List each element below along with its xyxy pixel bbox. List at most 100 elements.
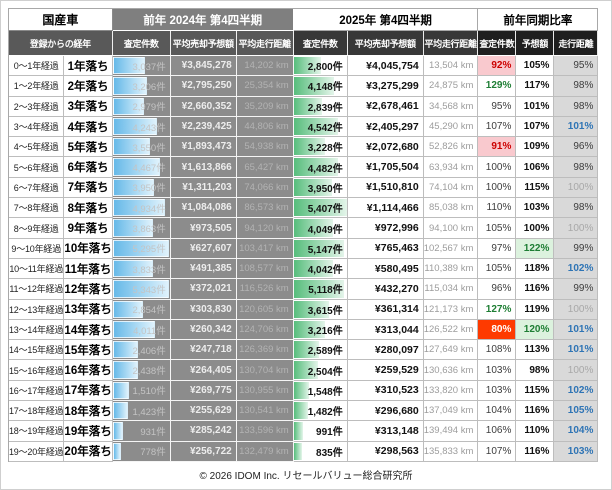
curr-count-cell: 3,216件 [293, 319, 348, 341]
curr-period-header: 2025年 第4四半期 [293, 9, 479, 31]
table-row: 12〜13年経過 13年落ち 2,854件 ¥303,830 120,605 k… [9, 299, 599, 320]
age-label-cell: 16年落ち [64, 360, 113, 381]
curr-count-bar [293, 117, 339, 136]
category-title: 国産車 [9, 9, 113, 31]
age-label-cell: 14年落ち [64, 319, 113, 341]
curr-count-cell: 2,589件 [293, 340, 348, 361]
ratio-count-cell: 97% [478, 238, 517, 259]
ratio-count-cell: 105% [478, 258, 517, 280]
prev-mileage-cell: 54,938 km [236, 137, 294, 158]
prev-mileage-cell: 132,479 km [236, 441, 294, 462]
curr-count-cell: 2,839件 [307, 102, 343, 114]
curr-count-cell: 3,950件 [293, 177, 348, 199]
ratio-price-header: 予想額 [516, 31, 555, 56]
prev-mileage-cell: 108,577 km [236, 258, 294, 280]
curr-count-cell: 4,542件 [293, 116, 348, 138]
curr-price-cell: ¥298,563 [347, 441, 424, 462]
prev-mileage-cell: 35,209 km [236, 96, 294, 117]
prev-price-cell: ¥285,242 [170, 421, 237, 442]
prev-count-cell: 2,979件 [112, 96, 171, 117]
curr-mileage-cell: 133,820 km [423, 380, 479, 402]
age-label-cell: 13年落ち [64, 299, 113, 320]
curr-price-cell: ¥972,996 [347, 218, 424, 239]
prev-mileage-cell: 133,596 km [236, 421, 294, 442]
prev-count-cell: 1,510件 [132, 386, 166, 398]
curr-count-cell: 835件 [293, 441, 348, 462]
prev-count-cell: 2,406件 [112, 340, 171, 361]
curr-count-bar [293, 341, 320, 359]
prev-count-cell: 5,295件 [132, 244, 166, 256]
curr-count-bar [293, 199, 347, 217]
prev-count-cell: 4,011件 [133, 325, 166, 337]
prev-count-cell: 3,950件 [112, 177, 171, 199]
curr-count-bar [293, 57, 322, 75]
prev-mileage-cell: 86,573 km [236, 198, 294, 219]
curr-price-cell: ¥259,529 [347, 360, 424, 381]
prev-mileage-cell: 94,120 km [236, 218, 294, 239]
curr-count-bar [293, 361, 319, 379]
curr-count-cell: 2,800件 [293, 56, 348, 77]
curr-count-cell: 3,615件 [293, 299, 348, 320]
curr-price-cell: ¥1,510,810 [347, 177, 424, 199]
ratio-price-cell: 116% [516, 401, 555, 422]
curr-mileage-cell: 115,034 km [423, 279, 479, 300]
curr-mileage-cell: 139,494 km [423, 421, 479, 442]
prev-price-cell: ¥269,775 [170, 380, 237, 402]
curr-count-bar [293, 280, 344, 298]
age-range-cell: 19〜20年経過 [9, 441, 65, 462]
ratio-mileage-cell: 105% [554, 401, 599, 422]
ratio-price-cell: 110% [516, 421, 555, 442]
age-label-cell: 17年落ち [64, 380, 113, 402]
ratio-mileage-cell: 99% [554, 279, 599, 300]
curr-price-cell: ¥2,405,297 [347, 116, 424, 138]
ratio-count-cell: 110% [478, 198, 517, 219]
prev-count-cell: 2,854件 [112, 299, 171, 320]
ratio-count-cell: 107% [478, 116, 517, 138]
curr-count-cell: 991件 [316, 427, 343, 439]
prev-count-cell: 4,243件 [132, 122, 166, 134]
curr-count-bar [293, 320, 326, 339]
curr-count-bar [293, 442, 302, 460]
curr-count-cell: 1,482件 [293, 401, 348, 422]
curr-count-cell: 3,228件 [293, 137, 348, 158]
prev-count-cell: 5,343件 [112, 279, 171, 300]
prev-price-cell: ¥973,505 [170, 218, 237, 239]
table-row: 1〜2年経過 2年落ち 3,206件 ¥2,795,250 25,354 km … [9, 76, 599, 97]
age-label-cell: 2年落ち [64, 76, 113, 97]
prev-count-header: 査定件数 [112, 31, 171, 56]
curr-count-cell: 5,118件 [293, 279, 348, 300]
curr-count-bar [293, 158, 338, 176]
ratio-mileage-cell: 101% [554, 116, 599, 138]
age-label-cell: 9年落ち [64, 218, 113, 239]
ratio-count-header: 査定件数 [478, 31, 517, 56]
curr-count-cell: 4,042件 [307, 265, 343, 277]
ratio-mileage-cell: 100% [554, 218, 599, 239]
ratio-price-cell: 117% [516, 76, 555, 97]
curr-count-cell: 3,615件 [307, 305, 343, 317]
ratio-mileage-cell: 99% [554, 238, 599, 259]
ratio-price-cell: 115% [516, 380, 555, 402]
prev-price-cell: ¥303,830 [170, 299, 237, 320]
prev-count-cell: 5,343件 [132, 284, 166, 296]
ratio-price-cell: 100% [516, 218, 555, 239]
age-label-cell: 15年落ち [64, 340, 113, 361]
prev-count-cell: 778件 [140, 447, 166, 459]
curr-price-cell: ¥580,495 [347, 258, 424, 280]
ratio-price-cell: 122% [516, 238, 555, 259]
age-range-cell: 13〜14年経過 [9, 319, 65, 341]
prev-count-bar [112, 158, 160, 176]
curr-price-cell: ¥2,072,680 [347, 137, 424, 158]
table-row: 5〜6年経過 6年落ち 4,467件 ¥1,613,866 65,427 km … [9, 157, 599, 178]
curr-price-cell: ¥1,114,466 [347, 198, 424, 219]
prev-count-cell: 5,295件 [112, 238, 171, 259]
age-label-cell: 11年落ち [64, 258, 113, 280]
table-row: 13〜14年経過 14年落ち 4,011件 ¥260,342 124,706 k… [9, 319, 599, 341]
curr-price-cell: ¥361,314 [347, 299, 424, 320]
prev-count-bar [112, 280, 170, 298]
curr-mileage-cell: 24,875 km [423, 76, 479, 97]
ratio-price-cell: 101% [516, 96, 555, 117]
ratio-mileage-cell: 104% [554, 421, 599, 442]
curr-mileage-cell: 74,104 km [423, 177, 479, 199]
curr-count-bar [293, 402, 309, 420]
prev-count-cell: 4,934件 [132, 203, 166, 215]
